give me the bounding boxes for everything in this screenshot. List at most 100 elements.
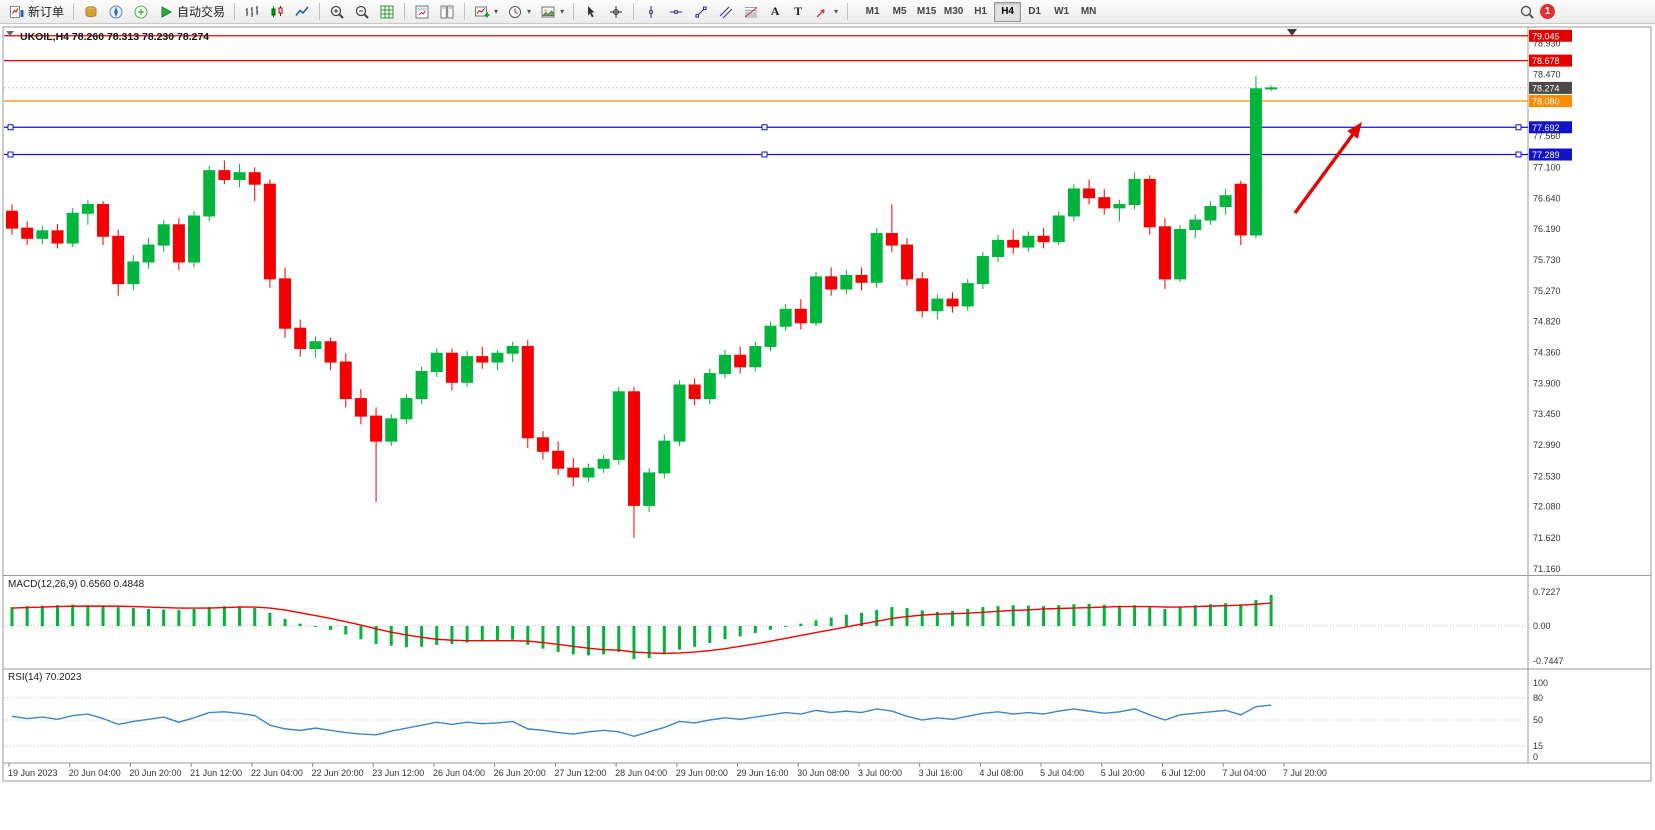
terminal-button[interactable] [129,1,153,22]
arrow-annotation-head[interactable] [1347,122,1362,139]
timeframe-button-m5[interactable]: M5 [886,2,913,22]
time-label: 3 Jul 00:00 [858,768,902,778]
fibo-tool-icon [743,4,759,20]
chart-shift-marker[interactable] [1287,29,1297,36]
rsi-scale-tick: 0 [1533,752,1538,762]
price-tick-label: 76.640 [1533,193,1561,203]
time-scale[interactable] [4,764,1649,780]
candle-body [476,356,489,363]
candle-body [142,244,155,263]
crosshair-icon [608,4,624,20]
crosshair-button[interactable] [604,1,628,22]
time-label: 20 Jun 20:00 [129,768,181,778]
timeframe-button-m30[interactable]: M30 [940,2,967,22]
vertical-line-button[interactable] [639,1,663,22]
price-scale[interactable] [1529,28,1650,762]
candle-body [112,235,125,285]
timeframe-button-h1[interactable]: H1 [967,2,994,22]
price-tick-label: 75.730 [1533,255,1561,265]
grid-icon [379,4,395,20]
text-button[interactable]: A [764,1,786,22]
candle-body [430,352,443,372]
fibonacci-button[interactable] [739,1,763,22]
line-handle[interactable] [761,124,768,131]
candle-body [1037,235,1050,243]
navigator-button[interactable] [104,1,128,22]
rsi-scale-tick: 50 [1533,715,1543,725]
time-label: 21 Jun 12:00 [190,768,242,778]
line-handle[interactable] [7,151,14,158]
candle-body [1007,239,1020,248]
new-order-button[interactable]: 新订单 [5,1,68,22]
arrow-annotation-shaft[interactable] [1293,133,1354,215]
timeframe-button-mn[interactable]: MN [1075,2,1102,22]
candle-body [1265,87,1278,90]
timeframe-button-w1[interactable]: W1 [1048,2,1075,22]
price-tick-label: 76.190 [1533,224,1561,234]
rsi-panel[interactable] [4,671,1527,762]
channel-button[interactable] [714,1,738,22]
candlestick-chart-button[interactable] [265,1,289,22]
tile-windows-button[interactable] [410,1,434,22]
bar-chart-button[interactable] [240,1,264,22]
label-button[interactable]: T [787,1,809,22]
time-label: 22 Jun 20:00 [312,768,364,778]
chart-bars-icon [244,4,260,20]
time-label: 26 Jun 20:00 [494,768,546,778]
periods-button[interactable]: ▾ [503,1,535,22]
macd-panel[interactable] [4,578,1527,667]
price-badge-label: 79.045 [1532,31,1560,41]
notification-badge[interactable]: 1 [1540,4,1555,19]
zoom-out-button[interactable] [350,1,374,22]
search-button[interactable] [1515,1,1539,22]
autotrading-icon [158,4,174,20]
rsi-line [11,704,1272,738]
line-handle[interactable] [1515,124,1522,131]
trendline-button[interactable] [689,1,713,22]
cascade-windows-button[interactable] [435,1,459,22]
timeframe-button-d1[interactable]: D1 [1021,2,1048,22]
trendline-tool-icon [693,4,709,20]
macd-scale-tick: -0.7447 [1533,656,1564,666]
grid-button[interactable] [375,1,399,22]
time-label: 29 Jun 00:00 [676,768,728,778]
toolbar: 新订单 自动交易 ▾ ▾ ▾ A T ▾ M1 M5 M15 M30 H1 H4 D1 W1 MN 1 [0,0,1655,24]
candle-body [445,352,458,383]
price-tick-label: 72.080 [1533,502,1561,512]
one-click-trading-toggle-icon[interactable] [6,31,14,36]
horizontal-line-button[interactable] [664,1,688,22]
vline-tool-icon [643,4,659,20]
chart-line-icon [294,4,310,20]
line-handle[interactable] [1515,151,1522,158]
candle-body [931,298,944,312]
line-handle[interactable] [7,124,14,131]
candle-body [825,276,838,290]
main-chart-canvas[interactable] [4,28,1527,573]
cursor-button[interactable] [579,1,603,22]
time-label: 30 Jun 08:00 [797,768,849,778]
price-tick-label: 71.160 [1533,564,1561,574]
candle-body [840,274,853,290]
tile-1-icon [414,4,430,20]
candle-body [961,283,974,307]
timeframe-button-h4[interactable]: H4 [994,1,1022,22]
new-chart-button[interactable]: ▾ [470,1,502,22]
time-label: 26 Jun 04:00 [433,768,485,778]
price-badge-label: 77.692 [1532,123,1560,133]
candle-body [248,172,261,185]
templates-button[interactable]: ▾ [536,1,568,22]
timeframe-button-m15[interactable]: M15 [913,2,940,22]
market-watch-button[interactable] [79,1,103,22]
shapes-button[interactable]: ▾ [810,1,842,22]
candle-body [461,356,474,383]
price-badge [1529,121,1572,134]
line-chart-button[interactable] [290,1,314,22]
label-button-glyph-icon: T [794,4,803,18]
price-badge-label: 78.274 [1532,83,1560,93]
navigator-icon [108,4,124,20]
line-handle[interactable] [761,151,768,158]
autotrading-button[interactable]: 自动交易 [154,1,229,22]
timeframe-button-m1[interactable]: M1 [859,2,886,22]
zoom-in-button[interactable] [325,1,349,22]
toolbar-separator [573,3,575,20]
